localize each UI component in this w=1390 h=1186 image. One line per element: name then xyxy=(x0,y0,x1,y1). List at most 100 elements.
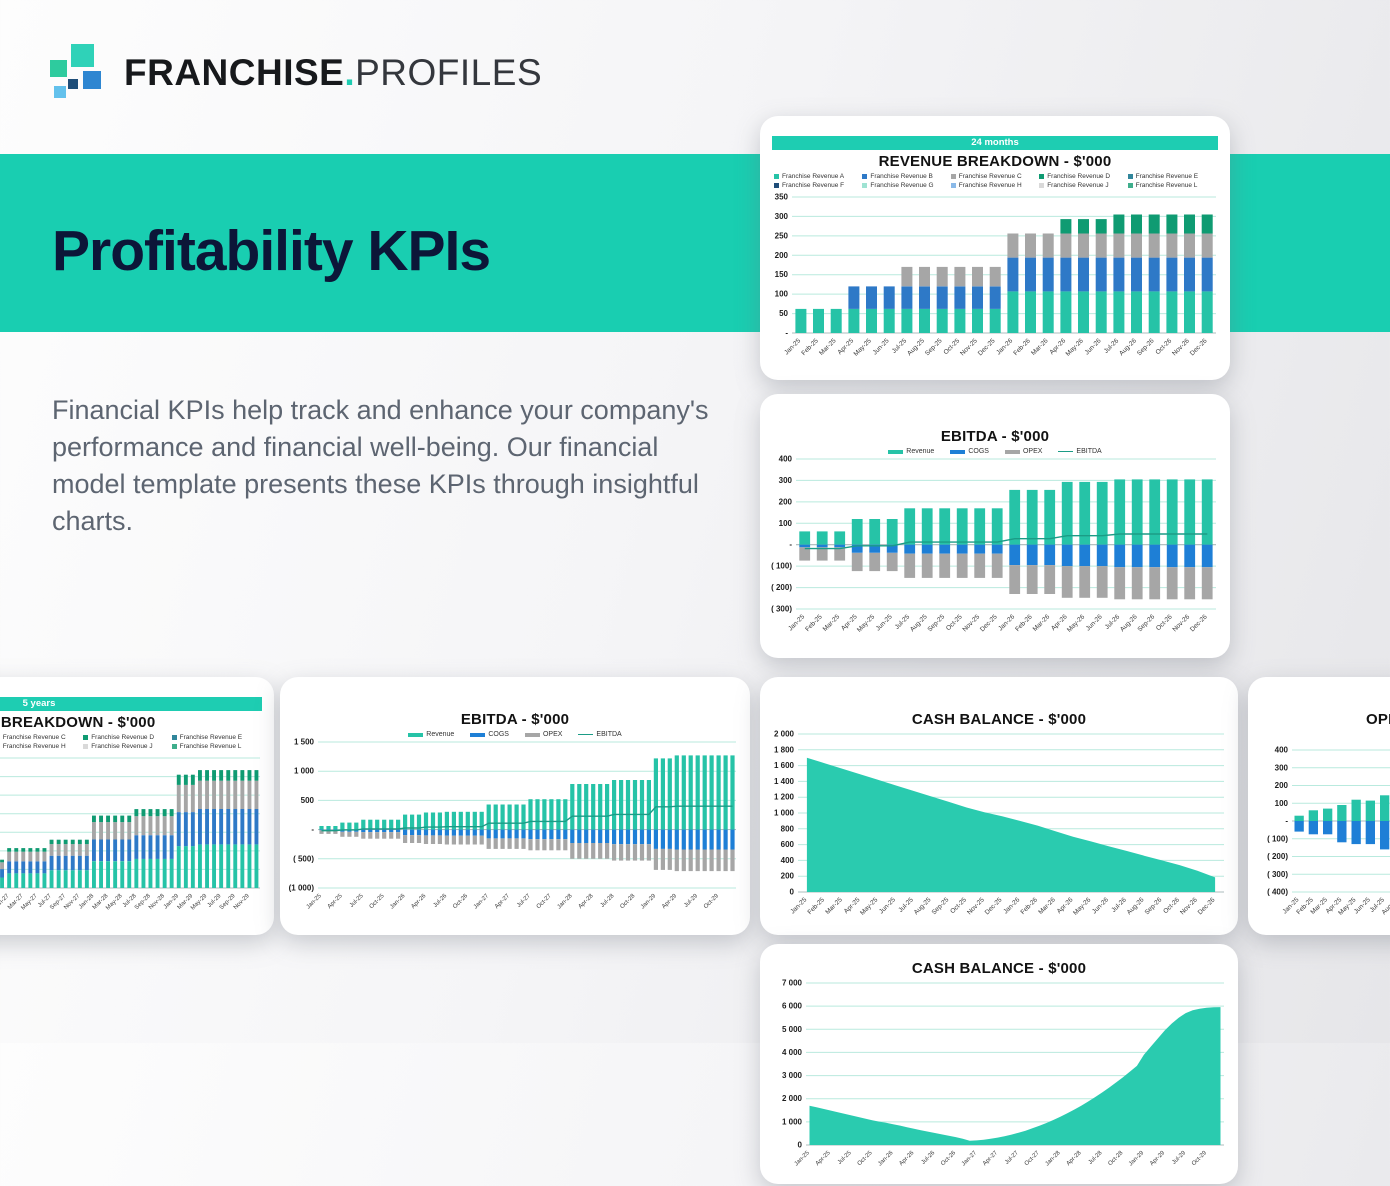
svg-text:Jan-28: Jan-28 xyxy=(556,893,574,911)
legend-label: Franchise Revenue J xyxy=(1047,182,1109,189)
svg-text:Sep-26: Sep-26 xyxy=(1136,337,1156,357)
logo-squares-icon xyxy=(50,44,108,102)
svg-text:Jul-26: Jul-26 xyxy=(921,1150,937,1166)
svg-text:200: 200 xyxy=(1275,781,1289,790)
logo-separator: . xyxy=(344,52,356,93)
svg-text:400: 400 xyxy=(1275,746,1289,755)
legend-label: Franchise Revenue C xyxy=(2,734,66,741)
svg-text:Apr-25: Apr-25 xyxy=(815,1150,832,1167)
operating-chart-cut: 400 300 200 100-( 100)( 200)( 300)( 400) Jan… xyxy=(1250,728,1390,932)
legend-item: Franchise Revenue F xyxy=(774,182,862,189)
svg-text:Jan-27: Jan-27 xyxy=(473,893,491,911)
svg-text:Dec-25: Dec-25 xyxy=(977,337,997,357)
revenue-breakdown-24m-card: 24 months REVENUE BREAKDOWN - $'000 Fran… xyxy=(760,116,1230,380)
svg-text:Jan-29: Jan-29 xyxy=(640,893,658,911)
svg-text:Aug-25: Aug-25 xyxy=(913,896,933,916)
svg-text:Jun-26: Jun-26 xyxy=(1085,613,1104,632)
svg-text:0: 0 xyxy=(798,1141,803,1150)
svg-text:Jul-26: Jul-26 xyxy=(433,893,449,909)
svg-text:Jul-27: Jul-27 xyxy=(1004,1150,1020,1166)
legend-item: COGS xyxy=(470,731,509,738)
ebitda-5y-svg: 1 500 1 000 500 - ( 500) (1 000)Jan-25 Apr-25 J… xyxy=(289,738,736,911)
legend-label: EBITDA xyxy=(596,731,622,738)
legend-swatch-icon xyxy=(408,732,424,737)
legend-label: Franchise Revenue D xyxy=(1047,173,1111,180)
svg-text:Oct-28: Oct-28 xyxy=(619,893,636,910)
logo-word-bold: FRANCHISE xyxy=(124,52,345,93)
svg-text:Mar-26: Mar-26 xyxy=(1030,337,1050,357)
legend-swatch-icon xyxy=(1127,183,1133,188)
svg-text:Jan-25: Jan-25 xyxy=(306,893,324,911)
svg-text:( 500): ( 500) xyxy=(293,854,314,863)
legend-item: EBITDA xyxy=(578,731,622,738)
svg-text:Nov-25: Nov-25 xyxy=(959,337,979,357)
chart-legend: Revenue COGS OPEX EBITDA xyxy=(280,731,750,738)
svg-text:4 000: 4 000 xyxy=(782,1048,803,1057)
svg-text:Aug-25: Aug-25 xyxy=(906,337,926,357)
legend-swatch-icon xyxy=(888,449,904,454)
cash-balance-5y-chart: 7 000 6 000 5 000 4 000 3 000 2 000 1 000 0 Jan-… xyxy=(762,977,1232,1181)
svg-text:Feb-25: Feb-25 xyxy=(804,613,824,633)
svg-text:Dec-26: Dec-26 xyxy=(1189,337,1209,357)
legend-item: Franchise Revenue D xyxy=(83,734,171,741)
svg-text:Apr-27: Apr-27 xyxy=(494,893,511,910)
svg-text:Jul-27: Jul-27 xyxy=(516,893,532,909)
svg-text:May-25: May-25 xyxy=(853,337,874,358)
svg-text:300: 300 xyxy=(775,212,789,221)
svg-text:Dec-26: Dec-26 xyxy=(1189,613,1209,633)
legend-label: OPEX xyxy=(542,731,563,738)
svg-text:Dec-26: Dec-26 xyxy=(1197,896,1217,916)
legend-swatch-icon xyxy=(862,183,868,188)
svg-text:Jul-25: Jul-25 xyxy=(837,1150,853,1166)
chart-legend: Revenue COGS OPEX EBITDA xyxy=(760,448,1230,455)
ebitda-24m-chart: 400 300 200 100-( 100)( 200)( 300) Jan-25 Feb… xyxy=(762,455,1224,655)
legend-label: Revenue xyxy=(906,448,935,455)
ebitda-5y-chart: 1 500 1 000 500 - ( 500) (1 000) Jan-25 Apr-25 J… xyxy=(282,738,744,932)
legend-item: Revenue xyxy=(888,448,934,455)
svg-text:Apr-26: Apr-26 xyxy=(898,1150,915,1167)
svg-text:400: 400 xyxy=(781,856,795,865)
svg-text:1 000: 1 000 xyxy=(782,1117,803,1126)
legend-swatch-icon xyxy=(862,174,868,179)
svg-text:Feb-25: Feb-25 xyxy=(800,337,820,357)
revenue-breakdown-5y-card: 5 years REVENUE BREAKDOWN - $'000 Franch… xyxy=(0,677,274,935)
svg-text:( 300): ( 300) xyxy=(771,605,792,614)
legend-item: Franchise Revenue B xyxy=(862,173,950,180)
legend-swatch-icon xyxy=(774,183,779,188)
ebitda-24m-card: EBITDA - $'000 Revenue COGS OPEX EBITDA 400… xyxy=(760,394,1230,658)
legend-swatch-icon xyxy=(1039,174,1045,179)
svg-text:Oct-27: Oct-27 xyxy=(536,893,553,910)
svg-text:Oct-25: Oct-25 xyxy=(942,337,961,356)
page-title: Profitability KPIs xyxy=(52,219,491,283)
operating-card-cut: OPE 400 300 200 100 - ( 100) ( 200) ( 300) ( 400… xyxy=(1248,677,1390,935)
legend-item: COGS xyxy=(950,448,989,455)
legend-label: Franchise Revenue J xyxy=(91,743,153,750)
legend-item: Franchise Revenue C xyxy=(950,173,1039,180)
svg-text:May-29: May-29 xyxy=(190,893,209,912)
logo-word-light: PROFILES xyxy=(355,52,543,93)
svg-text:200: 200 xyxy=(775,251,789,260)
legend-item: Franchise Revenue E xyxy=(1127,173,1216,180)
svg-text:Sep-25: Sep-25 xyxy=(931,896,951,916)
svg-text:Apr-28: Apr-28 xyxy=(578,893,595,910)
svg-text:May-25: May-25 xyxy=(859,896,880,917)
svg-text:Jun-26: Jun-26 xyxy=(1084,337,1103,356)
legend-label: Franchise Revenue D xyxy=(91,734,155,741)
legend-label: Franchise Revenue C xyxy=(958,173,1022,180)
chart-title: REVENUE BREAKDOWN - $'000 xyxy=(878,153,1112,170)
svg-text:Jul-29: Jul-29 xyxy=(1171,1150,1187,1166)
legend-item: Franchise Revenue A xyxy=(774,173,862,180)
svg-text:Nov-26: Nov-26 xyxy=(1179,896,1199,916)
svg-text:Aug-25: Aug-25 xyxy=(909,613,929,633)
chart-title: EBITDA - $'000 xyxy=(460,711,570,728)
svg-text:Apr-25: Apr-25 xyxy=(327,893,344,910)
svg-text:Oct-27: Oct-27 xyxy=(1024,1150,1041,1167)
svg-text:1 500: 1 500 xyxy=(294,738,315,747)
svg-text:Jan-25: Jan-25 xyxy=(783,337,802,356)
legend-label: COGS xyxy=(488,731,509,738)
legend-swatch-icon xyxy=(83,744,89,749)
svg-text:Jan-25: Jan-25 xyxy=(794,1150,812,1168)
